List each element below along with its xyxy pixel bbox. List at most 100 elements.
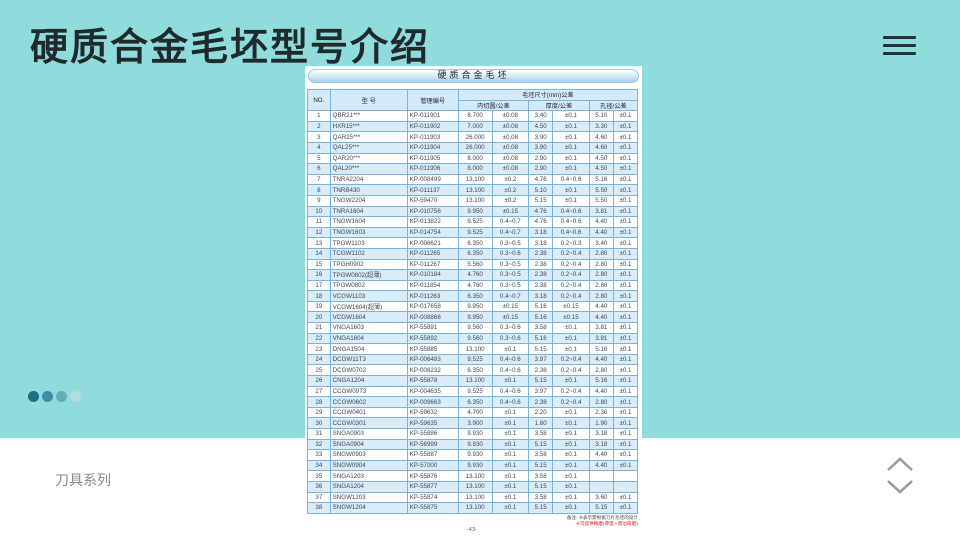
table-cell: ±0.1: [612, 438, 639, 451]
table-cell: 5.15: [528, 480, 554, 493]
table-cell: ±0.1: [491, 449, 530, 461]
table-cell: ±0.2: [491, 194, 530, 207]
table-cell: 3.18: [528, 237, 554, 249]
table-cell: SNGA0904: [329, 438, 408, 451]
table-cell: ±0.15: [491, 205, 530, 218]
table-cell: ±0.15: [552, 300, 590, 313]
table-cell: KP-55876: [406, 470, 459, 482]
table-cell: 35: [307, 470, 331, 482]
table-cell: KP-57000: [406, 459, 459, 472]
header-hole: 孔径/公差: [588, 99, 639, 112]
table-cell: ±0.1: [552, 491, 590, 504]
table-row: 31 SNGA0903 KP-55886 9.930 ±0.1 3.58 ±0.1 3.18 ±…: [307, 428, 639, 440]
table-cell: 5.16: [588, 173, 614, 186]
table-cell: ±0.1: [552, 428, 590, 440]
table-cell: KP-59632: [406, 406, 459, 419]
table-cell: ±0.1: [552, 502, 590, 514]
table-cell: ±0.1: [612, 406, 639, 419]
table-cell: 22: [307, 332, 331, 345]
table-cell: 2.38: [528, 364, 554, 377]
table-cell: KP-011267: [406, 258, 459, 271]
table-cell: 33: [307, 449, 331, 461]
table-cell: 2.90: [528, 163, 554, 175]
table-cell: KP-011901: [406, 110, 459, 122]
table-cell: 4.50: [588, 163, 614, 175]
table-row: 13 TPGW1103 KP-006621 6.350 0.3~0.5 3.18 0.2~0…: [307, 237, 639, 249]
chevron-down-icon[interactable]: [886, 478, 914, 496]
table-cell: KP-014754: [406, 226, 459, 239]
table-cell: ±0.08: [491, 120, 530, 133]
table-cell: KP-55891: [406, 322, 459, 334]
table-cell: TPGW0802: [329, 279, 408, 292]
table-cell: VCGW1604: [329, 311, 408, 324]
table-cell: 3.40: [528, 110, 554, 122]
menu-icon[interactable]: [883, 36, 916, 56]
table-cell: 5.10: [528, 184, 554, 196]
table-cell: KP-59470: [406, 194, 459, 207]
table-cell: 5.16: [588, 375, 614, 387]
table-cell: 18: [307, 290, 331, 302]
table-cell: 5.16: [588, 343, 614, 355]
table-cell: KP-006621: [406, 237, 459, 249]
table-cell: KP-011904: [406, 141, 459, 154]
table-cell: 0.4~0.6: [491, 353, 530, 366]
table-cell: 2.80: [588, 269, 614, 281]
table-cell: ±0.08: [491, 110, 530, 122]
table-cell: ±0.08: [491, 163, 530, 175]
table-cell: ±0.1: [612, 258, 639, 271]
table-cell: 0.3~0.6: [491, 322, 530, 334]
table-cell: 23: [307, 343, 331, 355]
table-cell: 0.4~0.6: [552, 216, 590, 228]
table-cell: ±0.1: [491, 438, 530, 451]
table-cell: ±0.1: [612, 131, 639, 143]
table-cell: 4.40: [588, 459, 614, 472]
table-cell: ±0.1: [612, 205, 639, 218]
table-cell: 2.80: [588, 247, 614, 260]
table-row: 17 TPGW0802 KP-011854 4.760 0.3~0.5 2.38 0.2~0…: [307, 279, 639, 292]
table-cell: [588, 480, 614, 493]
table-cell: 28: [307, 396, 331, 408]
table-row: 9 TNGW2204 KP-59470 13.100 ±0.2 5.15 ±0.1 5.50 ±…: [307, 194, 639, 207]
table-cell: 9.930: [457, 459, 493, 472]
table-cell: ±0.1: [612, 459, 639, 472]
table-cell: 36: [307, 480, 331, 493]
table-cell: 5.10: [588, 110, 614, 122]
table-cell: 4.76: [528, 173, 554, 186]
table-cell: 3.18: [528, 226, 554, 239]
table-cell: KP-011263: [406, 290, 459, 302]
table-row: 10 TNRA1604 KP-010756 9.950 ±0.15 4.76 0.4~0.6…: [307, 205, 639, 218]
table-cell: 1: [307, 110, 331, 122]
table-cell: 3.60: [588, 491, 614, 504]
table-cell: 5.15: [528, 459, 554, 472]
table-cell: 0.4~0.6: [491, 385, 530, 398]
table-cell: 3: [307, 131, 331, 143]
table-cell: 4.700: [457, 406, 493, 419]
table-cell: 0.4~0.7: [491, 290, 530, 302]
chevron-up-icon[interactable]: [886, 455, 914, 473]
table-cell: 9.930: [457, 438, 493, 451]
table-row: 20 VCGW1604 KP-008866 9.950 ±0.15 5.16 ±0.15 4.…: [307, 311, 639, 324]
table-cell: 5.16: [528, 311, 554, 324]
table-row: 33 SNGW0903 KP-55887 9.930 ±0.1 3.58 ±0.1 4.40 ±…: [307, 449, 639, 461]
table-row: 30 CCGW0301 KP-59635 3.900 ±0.1 1.80 ±0.1 1.90 ±…: [307, 417, 639, 429]
header-size: 毛坯尺寸(mm)公差: [457, 89, 639, 101]
table-cell: 3.90: [528, 131, 554, 143]
header-code: 管理编号: [406, 88, 459, 112]
table-cell: SNGW1203: [329, 491, 408, 504]
table-cell: ±0.1: [612, 290, 639, 302]
table-cell: ±0.1: [612, 353, 639, 366]
table-row: 6 QAL20*** KP-011906 8.000 ±0.08 2.90 ±0.1 4.50…: [307, 163, 639, 175]
table-cell: 0.2~0.4: [552, 353, 590, 366]
table-row: 5 QAR20*** KP-011905 8.000 ±0.08 2.90 ±0.1 4.50…: [307, 152, 639, 165]
table-row: 7 TNRA2204 KP-008499 13.100 ±0.2 4.76 0.4~0.6 5…: [307, 173, 639, 186]
table-cell: ±0.1: [491, 428, 530, 440]
table-cell: 4.76: [528, 205, 554, 218]
table-row: 16 TPGW0802(超薄) KP-010184 4.760 0.3~0.5 2.38 0…: [307, 269, 639, 281]
table-cell: 4.50: [528, 120, 554, 133]
table-cell: ±0.1: [612, 491, 639, 504]
table-cell: 6.350: [457, 237, 493, 249]
table-cell: 4.60: [588, 131, 614, 143]
table-cell: ±0.1: [612, 152, 639, 165]
table-cell: ±0.15: [491, 300, 530, 313]
table-cell: 15: [307, 258, 331, 271]
